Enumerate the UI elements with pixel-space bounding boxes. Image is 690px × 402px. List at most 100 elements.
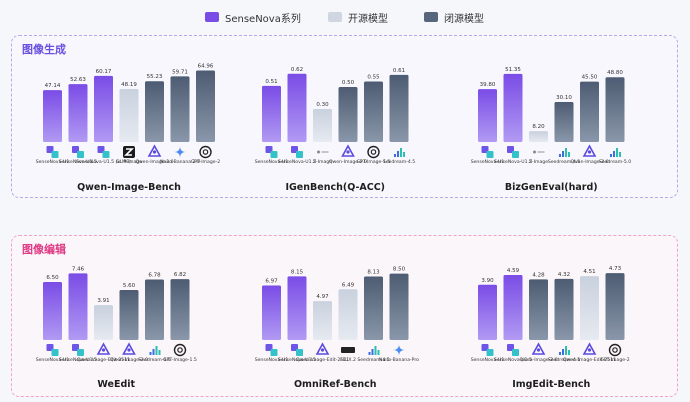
icon-part xyxy=(341,347,355,353)
bar xyxy=(43,281,62,340)
bar xyxy=(313,109,332,142)
tick-label: GPT-Image-2 xyxy=(600,357,629,363)
icon-part xyxy=(481,146,489,153)
tick-label: Seedream-4.5 xyxy=(138,357,170,363)
data-label: 0.61 xyxy=(393,68,405,74)
data-label: 8.15 xyxy=(291,269,304,275)
bar xyxy=(170,279,190,340)
icon-part xyxy=(559,154,561,157)
chart-title: ImgEdit-Bench xyxy=(512,379,590,390)
icon-part xyxy=(77,151,84,158)
icon-part xyxy=(147,144,162,157)
icon-part xyxy=(374,346,377,355)
icon-part xyxy=(291,344,298,351)
seedream-icon xyxy=(149,346,161,355)
qwen-icon xyxy=(582,144,597,157)
bar xyxy=(287,73,307,142)
icon-part xyxy=(51,349,59,356)
openai-icon xyxy=(608,343,622,357)
icon-part xyxy=(265,344,273,351)
icon-part xyxy=(315,342,330,355)
data-label: 0.50 xyxy=(342,80,355,86)
chart-1: 0.51 SenseNova-U1 0.62 SenseNova-U1.5 0.30 Z-… xyxy=(255,67,416,193)
qwen-icon xyxy=(582,342,597,355)
icon-part xyxy=(158,350,161,355)
bar xyxy=(119,290,139,340)
bar xyxy=(68,84,88,142)
tick-label: SenseNova-U1.5 xyxy=(494,159,532,165)
data-label: 6.78 xyxy=(148,272,161,278)
legend-swatch-closed xyxy=(424,12,438,22)
data-label: 4.59 xyxy=(507,268,520,274)
tick-label: SenseNova-U1.5 xyxy=(494,357,532,363)
icon-part xyxy=(296,151,303,158)
tick-label: Qwen-Image-2.0 xyxy=(135,159,173,165)
tick-label: SenseNova-U1.5 xyxy=(278,159,316,165)
data-label: 4.51 xyxy=(583,269,595,275)
qwen-icon xyxy=(122,342,136,355)
tick-label: Qwen-Image-2.0 xyxy=(570,159,608,165)
sensenova-icon xyxy=(97,146,110,158)
tick-label: SenseNova-U1 xyxy=(471,357,505,363)
data-label: 55.23 xyxy=(147,74,163,80)
icon-part xyxy=(97,146,105,153)
data-label: 6.97 xyxy=(265,279,278,285)
openai-icon xyxy=(173,343,187,357)
tick-label: Seedream-5.0 xyxy=(599,159,631,165)
icon-part xyxy=(565,346,567,355)
icon-part xyxy=(124,148,134,156)
section-title: 图像生成 xyxy=(22,43,66,56)
qwen-icon xyxy=(147,144,162,157)
tick-label: Qwen-Image-2.0 xyxy=(329,159,367,165)
icon-part xyxy=(403,152,405,157)
icon-part xyxy=(537,151,545,153)
data-label: 47.14 xyxy=(45,83,61,89)
icon-part xyxy=(296,349,303,356)
data-label: 30.10 xyxy=(556,95,572,101)
data-label: 0.51 xyxy=(265,79,277,85)
bar xyxy=(478,89,497,142)
tick-label: SenseNova-U1.5 xyxy=(59,357,97,363)
icon-part xyxy=(72,146,79,153)
icon-part xyxy=(77,349,84,356)
icon-part xyxy=(394,154,396,157)
data-label: 6.82 xyxy=(174,272,186,278)
icon-part xyxy=(152,349,155,355)
legend-item-closed: 闭源模型 xyxy=(424,8,484,26)
bar xyxy=(145,279,164,340)
chart-4: 6.97 SenseNova-U1 8.15 SenseNova-U1.5 4.97 Qw… xyxy=(255,267,419,390)
bar xyxy=(287,276,307,340)
bar xyxy=(338,289,358,340)
icon-part xyxy=(199,145,212,159)
icon-part xyxy=(512,349,519,356)
bar xyxy=(196,70,215,142)
chart-title: OmniRef-Bench xyxy=(294,379,377,390)
tick-label: Nano-Banana-Pro xyxy=(379,357,419,363)
flux-icon xyxy=(341,347,355,353)
tick-label: SenseNova-U1 xyxy=(255,357,289,363)
legend-swatch-open xyxy=(328,12,342,22)
icon-part xyxy=(486,151,494,158)
openai-icon xyxy=(199,145,212,159)
tick-label: GLM-Image xyxy=(116,159,142,165)
bar xyxy=(554,102,574,142)
icon-part xyxy=(512,151,519,158)
icon-part xyxy=(582,342,597,355)
legend-label: 开源模型 xyxy=(348,13,388,25)
tick-label: Qwen-Image-Edit-2511 xyxy=(563,357,616,363)
icon-part xyxy=(486,349,494,356)
data-label: 51.35 xyxy=(505,67,521,73)
icon-part xyxy=(346,150,350,154)
legend-label: SenseNova系列 xyxy=(225,13,301,25)
gemini-icon xyxy=(174,146,186,158)
section-title: 图像编辑 xyxy=(22,243,66,256)
icon-part xyxy=(202,149,209,155)
icon-part xyxy=(507,146,514,153)
bar xyxy=(364,276,383,340)
icon-part xyxy=(317,150,320,154)
sensenova-icon xyxy=(46,344,59,356)
qwen-icon xyxy=(96,342,111,355)
sensenova-icon xyxy=(291,344,303,356)
icon-part xyxy=(397,151,399,157)
bar xyxy=(580,276,599,340)
